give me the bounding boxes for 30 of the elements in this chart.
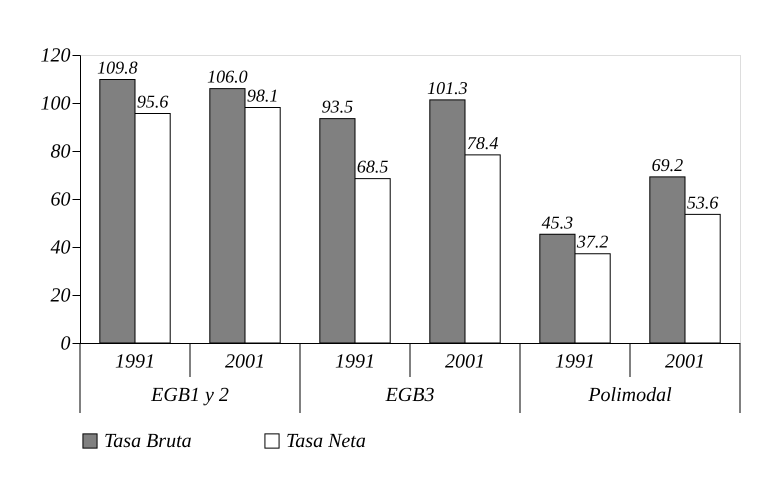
text: EGB3 xyxy=(384,384,434,406)
legend-label: Tasa Neta xyxy=(286,430,366,452)
data-label: 106.0 xyxy=(207,66,248,87)
legend-label: Tasa Bruta xyxy=(104,430,192,452)
x-tick-label: 1991 xyxy=(115,350,155,372)
x-tick-label: 2001 xyxy=(225,350,265,372)
y-tick-label: 40 xyxy=(50,236,70,258)
data-label: 53.6 xyxy=(686,192,718,212)
y-tick-label: 20 xyxy=(50,284,70,306)
y-tick-label: 80 xyxy=(50,140,70,162)
data-label: 101.3 xyxy=(427,78,468,98)
data-label: 93.5 xyxy=(322,96,354,117)
y-tick-label: 120 xyxy=(40,44,70,66)
data-label: 37.2 xyxy=(576,232,608,252)
x-tick-label: 2001 xyxy=(445,350,485,372)
data-label: 109.8 xyxy=(97,57,138,78)
data-label: 68.5 xyxy=(356,156,388,177)
data-label: 69.2 xyxy=(652,154,684,175)
y-tick-label: 100 xyxy=(40,92,70,114)
text: Polimodal xyxy=(587,384,672,406)
data-label: 98.1 xyxy=(246,86,278,106)
y-tick-label: 0 xyxy=(60,332,70,354)
y-tick-label: 60 xyxy=(50,188,70,210)
data-label: 45.3 xyxy=(542,212,574,232)
x-tick-label: 2001 xyxy=(665,350,705,372)
x-tick-label: 1991 xyxy=(335,350,375,372)
x-tick-label: 1991 xyxy=(555,350,595,372)
data-label: 95.6 xyxy=(136,92,168,112)
text: EGB1 y 2 xyxy=(150,384,229,406)
data-label: 78.4 xyxy=(466,132,498,153)
